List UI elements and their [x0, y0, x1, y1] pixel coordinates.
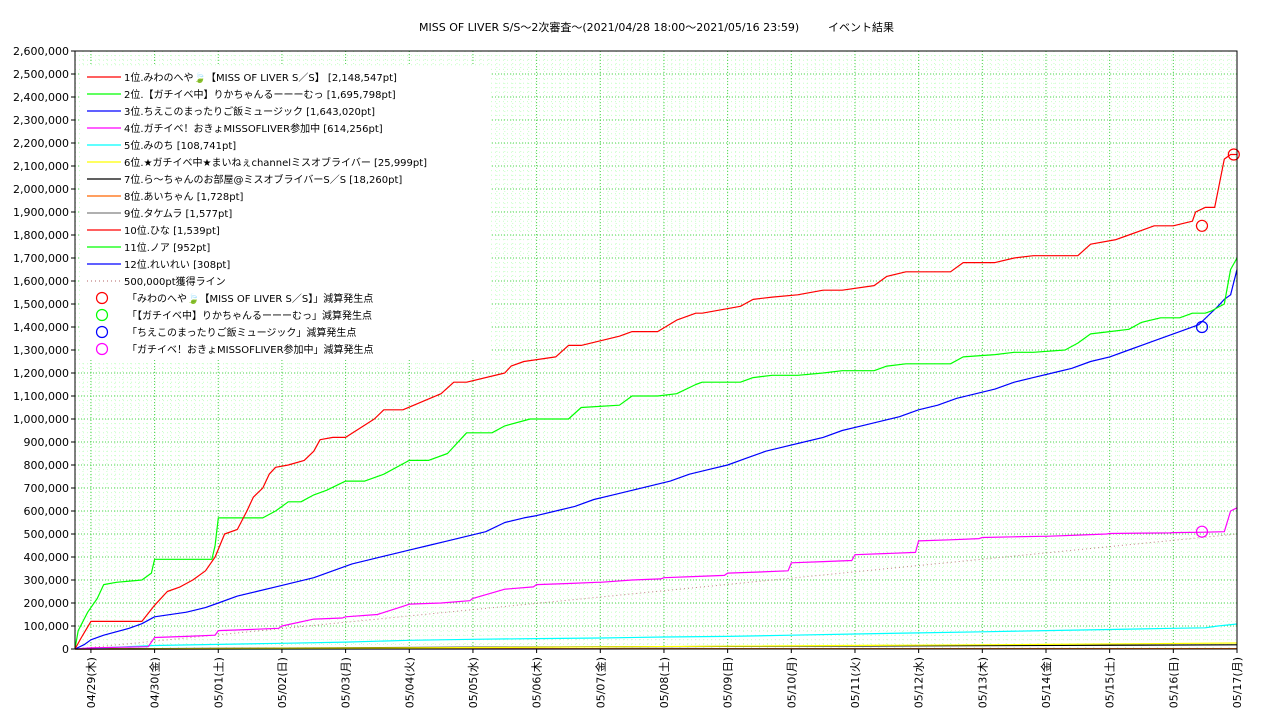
x-tick-label: 05/08(土)	[658, 657, 671, 708]
series-line-1	[74, 153, 1237, 650]
reduction-marker-4	[1195, 525, 1209, 538]
y-tick-label: 1,100,000	[13, 390, 69, 403]
x-tick-label: 05/17(月)	[1231, 657, 1244, 708]
y-tick-label: 700,000	[24, 482, 70, 495]
marker-layer	[1195, 148, 1240, 538]
legend-marker-3	[95, 325, 109, 339]
y-tick-label: 500,000	[24, 528, 70, 541]
x-tick-label: 05/06(木)	[531, 657, 544, 708]
y-tick-label: 2,300,000	[13, 114, 69, 127]
legend-label-5: 5位.みのち [108,741pt]	[124, 139, 236, 152]
legend-label-12: 12位.れいれい [308pt]	[124, 258, 230, 271]
reduction-marker-1	[1227, 148, 1240, 161]
legend-label-13: 500,000pt獲得ライン	[124, 275, 226, 288]
x-tick-label: 05/14(金)	[1039, 657, 1053, 708]
legend-label-9: 9位.タケムラ [1,577pt]	[124, 207, 232, 220]
x-tick-label: 05/07(金)	[593, 657, 607, 708]
legend-label-6: 6位.★ガチイベ中★まいねぇchannelミスオブライバー [25,999pt]	[124, 156, 427, 169]
x-tick-label: 05/12(水)	[913, 657, 926, 708]
y-tick-label: 1,700,000	[13, 252, 69, 265]
series-line-2	[74, 257, 1238, 650]
y-tick-label: 1,300,000	[13, 344, 69, 357]
legend-label-4: 4位.ガチイベ！おきょMISSOFLIVER参加中 [614,256pt]	[124, 122, 383, 135]
legend-box	[80, 66, 490, 360]
y-tick-label: 1,500,000	[13, 298, 69, 311]
x-tick-label: 05/15(土)	[1104, 657, 1117, 708]
legend-label-10: 10位.ひな [1,539pt]	[124, 224, 220, 237]
x-tick-label: 05/05(水)	[467, 657, 480, 708]
reduction-marker-1	[1195, 219, 1209, 232]
y-tick-label: 2,200,000	[13, 137, 69, 150]
legend-label-3: 3位.ちえこのまったりご飯ミュージック [1,643,020pt]	[124, 105, 375, 118]
y-tick-label: 100,000	[24, 620, 70, 633]
x-axis: 04/29(木) 04/30(金) 05/01(土) 05/02(日) 05/03(月)…	[85, 649, 1244, 708]
series-line-5	[74, 623, 1238, 650]
legend: 1位.みわのへや🍃【MISS OF LIVER S／S】 [2,148,547p…	[80, 66, 490, 360]
y-tick-label: 800,000	[24, 459, 70, 472]
y-tick-label: 1,600,000	[13, 275, 69, 288]
legend-marker-label-1: 「みわのへや🍃【MISS OF LIVER S／S】」減算発生点	[127, 292, 373, 305]
y-tick-label: 2,400,000	[13, 91, 69, 104]
y-tick-label: 600,000	[24, 505, 70, 518]
y-tick-label: 2,000,000	[13, 183, 69, 196]
y-tick-label: 200,000	[24, 597, 70, 610]
y-tick-label: 300,000	[24, 574, 70, 587]
legend-marker-4	[95, 342, 109, 356]
x-tick-label: 05/10(月)	[785, 657, 798, 708]
legend-label-8: 8位.あいちゃん [1,728pt]	[124, 190, 244, 203]
legend-marker-1	[95, 291, 109, 305]
legend-marker-label-2: 「【ガチイベ中】りかちゃんるーーーむっ」減算発生点	[127, 309, 372, 322]
y-axis: 0 100,000 200,000 300,000 400,000 500,000 600,…	[13, 45, 75, 656]
series-line-3	[74, 269, 1238, 650]
x-tick-label: 04/29(木)	[85, 657, 98, 708]
series-line-4	[74, 507, 1238, 650]
x-tick-label: 04/30(金)	[148, 657, 162, 708]
y-tick-label: 1,900,000	[13, 206, 69, 219]
y-tick-label: 1,200,000	[13, 367, 69, 380]
legend-label-1: 1位.みわのへや🍃【MISS OF LIVER S／S】 [2,148,547p…	[124, 71, 397, 84]
legend-marker-2	[95, 308, 109, 322]
legend-label-11: 11位.ノア [952pt]	[124, 241, 210, 254]
chart-title: MISS OF LIVER S/S～2次審査～(2021/04/28 18:00…	[419, 20, 799, 34]
legend-marker-label-3: 「ちえこのまったりご飯ミュージック」減算発生点	[127, 326, 356, 339]
x-tick-label: 05/01(土)	[212, 657, 225, 708]
series-line-6	[74, 642, 1238, 650]
x-tick-label: 05/09(日)	[722, 657, 735, 708]
y-tick-label: 2,100,000	[13, 160, 69, 173]
y-tick-label: 2,600,000	[13, 45, 69, 58]
x-tick-label: 05/04(火)	[403, 657, 416, 708]
reduction-marker-3	[1195, 320, 1209, 334]
y-tick-label: 1,000,000	[13, 413, 69, 426]
y-tick-label: 400,000	[24, 551, 70, 564]
chart-title-suffix: イベント結果	[828, 20, 894, 34]
x-tick-label: 05/02(日)	[276, 657, 289, 708]
y-tick-label: 1,400,000	[13, 321, 69, 334]
x-tick-label: 05/03(月)	[340, 657, 353, 708]
grid	[74, 50, 1238, 650]
legend-label-2: 2位.【ガチイベ中】りかちゃんるーーーむっ [1,695,798pt]	[124, 88, 396, 101]
legend-marker-label-4: 「ガチイベ！おきょMISSOFLIVER参加中」減算発生点	[127, 343, 374, 356]
y-tick-label: 1,800,000	[13, 229, 69, 242]
x-tick-label: 05/13(木)	[976, 657, 989, 708]
y-tick-label: 0	[62, 643, 69, 656]
y-tick-label: 900,000	[24, 436, 70, 449]
x-tick-label: 05/16(日)	[1167, 657, 1180, 708]
x-tick-label: 05/11(火)	[849, 657, 862, 708]
y-tick-label: 2,500,000	[13, 68, 69, 81]
legend-label-7: 7位.ら〜ちゃんのお部屋@ミスオブライバーS／S [18,260pt]	[124, 173, 402, 186]
